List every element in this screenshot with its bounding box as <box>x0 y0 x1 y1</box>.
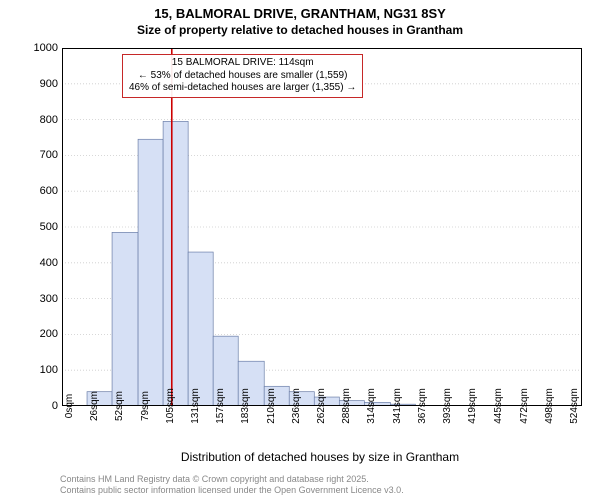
annot-line-3: 46% of semi-detached houses are larger (… <box>129 82 356 95</box>
x-tick-label: 393sqm <box>440 388 453 424</box>
x-tick-label: 341sqm <box>390 388 403 424</box>
x-tick-label: 183sqm <box>238 388 251 424</box>
annot-line-2: ← 53% of detached houses are smaller (1,… <box>129 70 356 83</box>
x-tick-label: 157sqm <box>213 388 226 424</box>
x-tick-label: 105sqm <box>163 388 176 424</box>
annot-line-1: 15 BALMORAL DRIVE: 114sqm <box>129 57 356 70</box>
chart-title-block: 15, BALMORAL DRIVE, GRANTHAM, NG31 8SY S… <box>0 6 600 37</box>
x-tick-label: 210sqm <box>264 388 277 424</box>
plot-area: 010020030040050060070080090010000sqm26sq… <box>62 48 582 406</box>
y-tick-label: 300 <box>40 293 62 305</box>
x-tick-label: 0sqm <box>62 394 75 418</box>
y-tick-label: 200 <box>40 328 62 340</box>
y-tick-label: 500 <box>40 221 62 233</box>
x-tick-label: 472sqm <box>517 388 530 424</box>
x-tick-label: 367sqm <box>415 388 428 424</box>
attribution-footer: Contains HM Land Registry data © Crown c… <box>60 474 582 497</box>
footer-line-1: Contains HM Land Registry data © Crown c… <box>60 474 582 485</box>
y-tick-label: 700 <box>40 149 62 161</box>
x-tick-label: 419sqm <box>465 388 478 424</box>
x-tick-label: 288sqm <box>339 388 352 424</box>
y-tick-label: 0 <box>52 400 62 412</box>
y-tick-label: 1000 <box>34 42 62 54</box>
x-tick-label: 445sqm <box>491 388 504 424</box>
y-tick-label: 400 <box>40 257 62 269</box>
x-tick-label: 314sqm <box>364 388 377 424</box>
histogram-svg <box>62 48 582 406</box>
x-tick-label: 524sqm <box>567 388 580 424</box>
x-tick-label: 236sqm <box>289 388 302 424</box>
annotation-box: 15 BALMORAL DRIVE: 114sqm← 53% of detach… <box>122 54 363 98</box>
chart-title-main: 15, BALMORAL DRIVE, GRANTHAM, NG31 8SY <box>0 6 600 21</box>
y-tick-label: 800 <box>40 114 62 126</box>
property-histogram-figure: 15, BALMORAL DRIVE, GRANTHAM, NG31 8SY S… <box>0 0 600 500</box>
chart-title-sub: Size of property relative to detached ho… <box>0 23 600 37</box>
y-tick-label: 900 <box>40 78 62 90</box>
x-tick-label: 131sqm <box>188 388 201 424</box>
footer-line-2: Contains public sector information licen… <box>60 485 582 496</box>
x-tick-label: 498sqm <box>542 388 555 424</box>
y-tick-label: 600 <box>40 185 62 197</box>
x-tick-label: 79sqm <box>138 391 151 421</box>
x-axis-label: Distribution of detached houses by size … <box>60 450 580 464</box>
x-tick-label: 52sqm <box>112 391 125 421</box>
x-tick-label: 262sqm <box>314 388 327 424</box>
y-tick-label: 100 <box>40 364 62 376</box>
x-tick-label: 26sqm <box>87 391 100 421</box>
